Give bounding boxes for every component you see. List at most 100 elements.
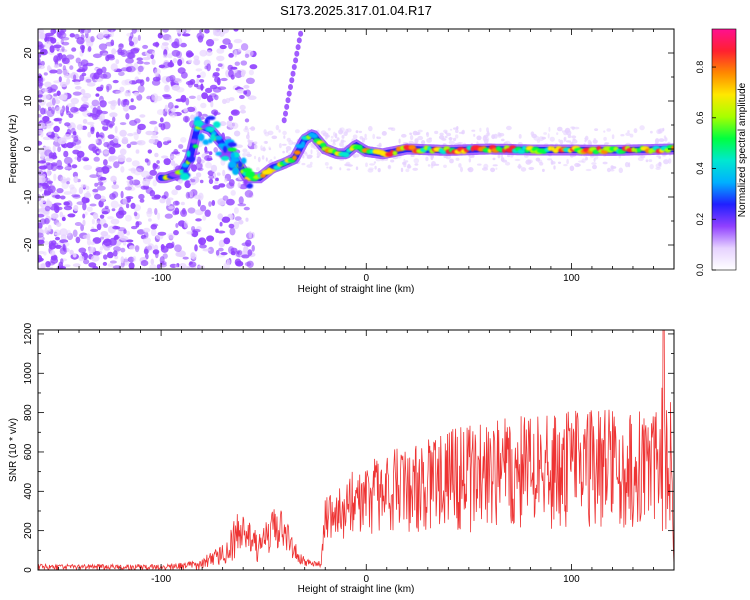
spectrogram-halo-cell bbox=[482, 167, 488, 171]
spectrogram-noise-cell bbox=[87, 246, 96, 253]
spectrogram-noise-cell bbox=[235, 260, 244, 267]
spectrogram-noise-cell bbox=[99, 50, 109, 56]
spectrogram-noise-cell bbox=[244, 190, 254, 198]
spectrogram-noise-cell bbox=[57, 146, 61, 153]
spectrogram-noise-cell bbox=[238, 219, 244, 225]
spectrogram-noise-cell bbox=[125, 113, 130, 120]
spectrogram-noise-cell bbox=[165, 242, 174, 249]
spectrogram-noise-cell bbox=[142, 237, 151, 245]
spectrogram-noise-cell bbox=[55, 244, 62, 249]
spectrogram-noise-cell bbox=[124, 90, 130, 97]
spectrogram-noise-cell bbox=[152, 179, 157, 187]
spectrogram-noise-cell bbox=[127, 133, 134, 137]
spectrogram-noise-cell bbox=[78, 255, 85, 262]
spectrogram-halo-cell bbox=[633, 128, 638, 134]
spectrogram-noise-cell bbox=[71, 164, 78, 169]
spectrogram-noise-cell bbox=[144, 158, 149, 163]
spectrogram-noise-cell bbox=[200, 102, 207, 109]
spectrogram-noise-cell bbox=[53, 93, 58, 97]
spectrogram-halo-cell bbox=[495, 167, 498, 170]
spectrogram-noise-cell bbox=[185, 191, 191, 199]
spectrogram-noise-cell bbox=[100, 231, 109, 237]
spectrogram-branch-cell bbox=[220, 155, 230, 161]
spectrogram-noise-cell bbox=[204, 65, 209, 70]
spectrogram-noise-cell bbox=[86, 198, 90, 203]
spectrogram-noise-cell bbox=[103, 150, 109, 155]
spectrogram-halo-cell bbox=[307, 154, 313, 158]
spectrogram-halo-cell bbox=[569, 165, 575, 172]
snr-xlabel: Height of straight line (km) bbox=[298, 584, 415, 595]
spectrogram-noise-cell bbox=[163, 141, 169, 146]
spectrogram-noise-cell bbox=[196, 85, 205, 90]
spectrogram-noise-cell bbox=[199, 79, 205, 83]
spectrogram-halo-cell bbox=[364, 133, 367, 138]
spectrogram-halo-cell bbox=[482, 135, 487, 142]
spectrogram-noise-cell bbox=[205, 50, 213, 57]
spectrogram-noise-cell bbox=[107, 134, 115, 140]
spectrogram-halo-cell bbox=[355, 130, 359, 134]
spectrogram-noise-cell bbox=[199, 71, 206, 79]
spectrogram-halo-cell bbox=[434, 163, 440, 166]
spectrogram-noise-cell bbox=[244, 49, 254, 57]
spectrogram-noise-cell bbox=[69, 65, 74, 70]
spectrogram-halo-cell bbox=[658, 138, 665, 143]
spectrogram-ridge-cell bbox=[342, 152, 350, 158]
spectrogram-noise-cell bbox=[69, 249, 74, 255]
spectrogram-noise-cell bbox=[87, 46, 92, 52]
spectrogram-noise-cell bbox=[82, 213, 86, 219]
spectrogram-branch-cell bbox=[227, 147, 237, 152]
spectrogram-noise-cell bbox=[73, 74, 77, 81]
spectrogram-halo-cell bbox=[278, 129, 281, 133]
spectrogram-noise-cell bbox=[180, 209, 188, 217]
spectrogram-noise-cell bbox=[246, 260, 254, 268]
spectrogram-noise-cell bbox=[245, 77, 255, 85]
spectrogram-halo-cell bbox=[542, 168, 545, 172]
snr-xtick-label: 0 bbox=[363, 574, 369, 585]
spectrogram-noise-cell bbox=[231, 122, 239, 129]
spectrogram-noise-cell bbox=[111, 48, 117, 55]
spectrogram-halo-cell bbox=[412, 167, 419, 171]
spectrogram-noise-cell bbox=[38, 239, 45, 245]
spectrogram-noise-cell bbox=[53, 125, 60, 133]
spectrogram-noise-cell bbox=[172, 58, 178, 64]
spectrogram-noise-cell bbox=[83, 259, 90, 265]
spectrogram-noise-cell bbox=[175, 200, 179, 205]
spectrogram-noise-cell bbox=[124, 78, 132, 86]
spectrogram-noise-cell bbox=[86, 238, 92, 246]
spectrogram-noise-cell bbox=[106, 54, 115, 59]
spectrogram-halo-cell bbox=[387, 164, 392, 170]
spectrogram-noise-cell bbox=[86, 82, 96, 87]
spectrogram-noise-cell bbox=[145, 130, 154, 136]
spectrogram-noise-cell bbox=[99, 246, 104, 251]
spectrogram-halo-cell bbox=[417, 131, 421, 135]
spectrogram-noise-cell bbox=[184, 29, 191, 33]
spectrogram-noise-cell bbox=[110, 63, 118, 71]
spectrogram-noise-cell bbox=[214, 29, 221, 37]
spectrogram-halo-cell bbox=[514, 158, 521, 162]
spectrogram-noise-cell bbox=[205, 162, 212, 169]
spectrogram-noise-cell bbox=[186, 106, 196, 113]
spectrogram-noise-cell bbox=[159, 256, 165, 264]
spectrogram-halo-cell bbox=[585, 156, 588, 161]
spectrogram-noise-cell bbox=[38, 53, 42, 58]
spectrogram-noise-cell bbox=[111, 208, 116, 212]
spectrogram-halo-cell bbox=[476, 135, 482, 141]
spectrogram-noise-cell bbox=[59, 30, 65, 36]
spectrogram-noise-cell bbox=[195, 172, 202, 178]
spectrogram-noise-cell bbox=[39, 263, 45, 269]
spectrogram-noise-cell bbox=[222, 98, 227, 104]
spectrogram-noise-cell bbox=[234, 61, 240, 66]
spectrogram-halo-cell bbox=[668, 158, 672, 164]
spectrogram-noise-cell bbox=[91, 218, 95, 225]
spectrogram-noise-cell bbox=[127, 186, 136, 192]
spectrogram-streak-cell bbox=[281, 117, 287, 124]
spectrogram-noise-cell bbox=[137, 65, 144, 73]
spectrogram-branch-cell bbox=[206, 126, 215, 132]
spectrogram-noise-cell bbox=[105, 121, 115, 127]
spectrogram-halo-cell bbox=[326, 166, 329, 169]
spectrogram-halo-cell bbox=[655, 138, 660, 143]
spectrogram-noise-cell bbox=[168, 206, 174, 210]
spectrogram-streak-cell bbox=[289, 77, 295, 84]
spectrogram-noise-cell bbox=[82, 219, 86, 226]
spectrogram-halo-cell bbox=[566, 159, 569, 165]
